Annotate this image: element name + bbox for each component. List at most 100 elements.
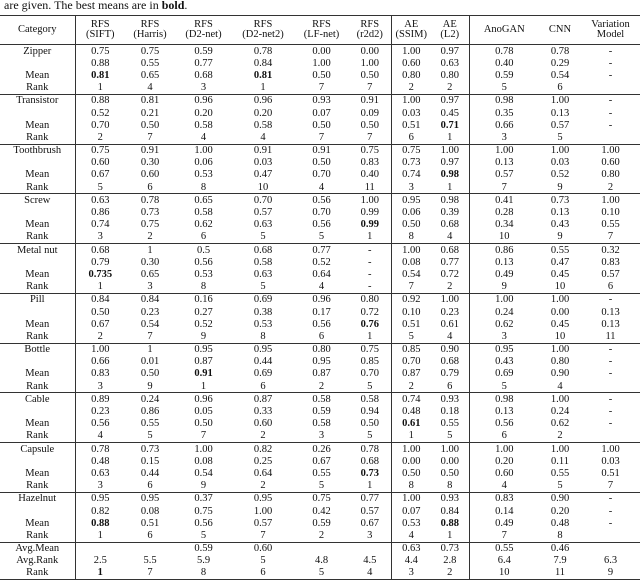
table-row: Mean 0.56 0.55 0.50 0.60 0.58 0.50 0.61 0.55 0.56… bbox=[0, 417, 640, 430]
cell: 0.55 bbox=[312, 467, 331, 479]
cell: 0.50 bbox=[312, 119, 331, 131]
row-label: Avg.Mean bbox=[0, 541, 75, 555]
cell: 0.34 bbox=[468, 218, 539, 231]
cell: 0.72 bbox=[440, 268, 459, 280]
cell: 0.55 bbox=[539, 243, 581, 257]
cell: 0.63 bbox=[253, 268, 273, 280]
cell: 0.67 bbox=[312, 455, 331, 467]
table-row: Mean 0.63 0.44 0.54 0.64 0.55 0.73 0.50 0.50 0.60… bbox=[0, 467, 640, 480]
cell: 0.33 bbox=[253, 406, 273, 418]
cell: 5 bbox=[294, 566, 349, 581]
cell: 1.00 bbox=[468, 143, 539, 157]
cell: 0.51 bbox=[601, 467, 620, 479]
table-row: 0.23 0.86 0.05 0.33 0.59 0.94 0.48 0.18 0.13 0.24… bbox=[0, 405, 640, 418]
empty-cell bbox=[0, 405, 75, 417]
cell: 7 bbox=[147, 330, 153, 342]
empty-cell bbox=[349, 541, 391, 555]
cell: 0.99 bbox=[360, 207, 379, 219]
cell: 0.73 bbox=[140, 207, 160, 219]
cell: 2 bbox=[607, 181, 614, 193]
row-label: Rank bbox=[26, 281, 49, 293]
cell: 0.40 bbox=[468, 57, 539, 70]
cell: 5 bbox=[260, 231, 266, 243]
cell: 0.75 bbox=[194, 505, 213, 517]
cell: 0.03 bbox=[390, 106, 431, 120]
cell: 0.95 bbox=[74, 491, 125, 505]
table-row: 0.60 0.30 0.06 0.03 0.50 0.83 0.73 0.97 0.13 0.03… bbox=[0, 156, 640, 169]
caption-bold: bold bbox=[161, 0, 185, 12]
cell: 0.70 bbox=[312, 207, 331, 219]
cell: 0.50 bbox=[312, 157, 331, 169]
cell: 0.54 bbox=[140, 318, 160, 330]
cell: 0.55 bbox=[140, 57, 160, 69]
cell: - bbox=[608, 69, 613, 81]
cell: 0.72 bbox=[360, 306, 379, 318]
row-label: Avg.Rank bbox=[16, 555, 59, 567]
cell: 6 bbox=[232, 566, 294, 581]
cell: 0.70 bbox=[312, 169, 331, 181]
cell: 0.52 bbox=[550, 169, 570, 181]
cell: 5 bbox=[367, 430, 373, 442]
cell: - bbox=[608, 418, 613, 430]
cell: 0.95 bbox=[125, 491, 175, 505]
best-value: 0.71 bbox=[440, 119, 459, 131]
row-label: Mean bbox=[25, 517, 50, 529]
cell: 0.78 bbox=[468, 44, 539, 58]
cell: 0.83 bbox=[601, 256, 620, 268]
table-row: Toothbrush 0.75 0.91 1.00 0.91 0.91 0.75 0.75 1.… bbox=[0, 143, 640, 157]
cell: - bbox=[581, 392, 640, 406]
empty-cell bbox=[0, 505, 75, 517]
table-row: 0.86 0.73 0.58 0.57 0.70 0.99 0.06 0.39 0.28 0.13… bbox=[0, 206, 640, 219]
row-label: Bottle bbox=[0, 342, 75, 356]
table-row: 0.48 0.15 0.08 0.25 0.67 0.68 0.00 0.00 0.20 0.11… bbox=[0, 455, 640, 468]
cell: - bbox=[608, 505, 613, 517]
cell: 0.85 bbox=[360, 356, 379, 368]
cell: 5 bbox=[447, 430, 453, 442]
cell: 0.87 bbox=[390, 367, 431, 381]
cell: 2.5 bbox=[74, 554, 125, 567]
cell: 11 bbox=[364, 181, 375, 193]
empty-cell bbox=[0, 107, 75, 119]
cell: 0.48 bbox=[550, 517, 570, 529]
cell: 1 bbox=[74, 566, 125, 581]
cell: 0.60 bbox=[390, 57, 431, 70]
cell: 0.42 bbox=[312, 505, 331, 517]
column-header: RFS (r2d2) bbox=[349, 15, 391, 45]
cell: 1.00 bbox=[468, 442, 539, 456]
table-row: Pill 0.84 0.84 0.16 0.69 0.96 0.80 0.92 1.00 1.00… bbox=[0, 292, 640, 306]
cell: 2 bbox=[147, 231, 153, 243]
cell: 0.88 bbox=[74, 57, 125, 70]
cell: 0.73 bbox=[390, 156, 431, 169]
table-row: Avg.Mean 0.59 0.60 0.63 0.73 0.55 0.46 bbox=[0, 541, 640, 555]
cell: 0.67 bbox=[74, 318, 125, 331]
cell: 0.08 bbox=[140, 505, 160, 517]
cell: 7 bbox=[390, 280, 431, 294]
cell: 0.39 bbox=[440, 207, 459, 219]
cell: 0.47 bbox=[550, 256, 570, 268]
best-value: 0.88 bbox=[440, 517, 459, 529]
cell: 5.5 bbox=[143, 555, 157, 567]
cell: 0.75 bbox=[349, 342, 391, 356]
cell: 0.77 bbox=[440, 256, 459, 268]
cell: 5 bbox=[557, 131, 563, 143]
cell: 0.80 bbox=[440, 69, 459, 81]
row-label: Mean bbox=[25, 318, 50, 330]
cell: 7 bbox=[125, 566, 175, 581]
empty-cell bbox=[581, 131, 640, 144]
row-label: Screw bbox=[0, 193, 75, 207]
cell: 9 bbox=[200, 480, 207, 492]
cell: 0.00 bbox=[550, 306, 570, 318]
cell: 0.98 bbox=[468, 392, 539, 406]
cell: 8 bbox=[175, 566, 232, 581]
cell: 10 bbox=[468, 230, 539, 244]
cell: 7 bbox=[367, 131, 373, 143]
cell: 0.43 bbox=[550, 219, 570, 231]
cell: 0.24 bbox=[468, 305, 539, 319]
cell: 0.20 bbox=[253, 107, 273, 119]
cell: 1 bbox=[200, 380, 207, 392]
empty-cell bbox=[0, 256, 75, 268]
cell: 0.68 bbox=[232, 243, 294, 257]
cell: 0.45 bbox=[440, 107, 459, 119]
cell: 0.70 bbox=[360, 368, 379, 380]
